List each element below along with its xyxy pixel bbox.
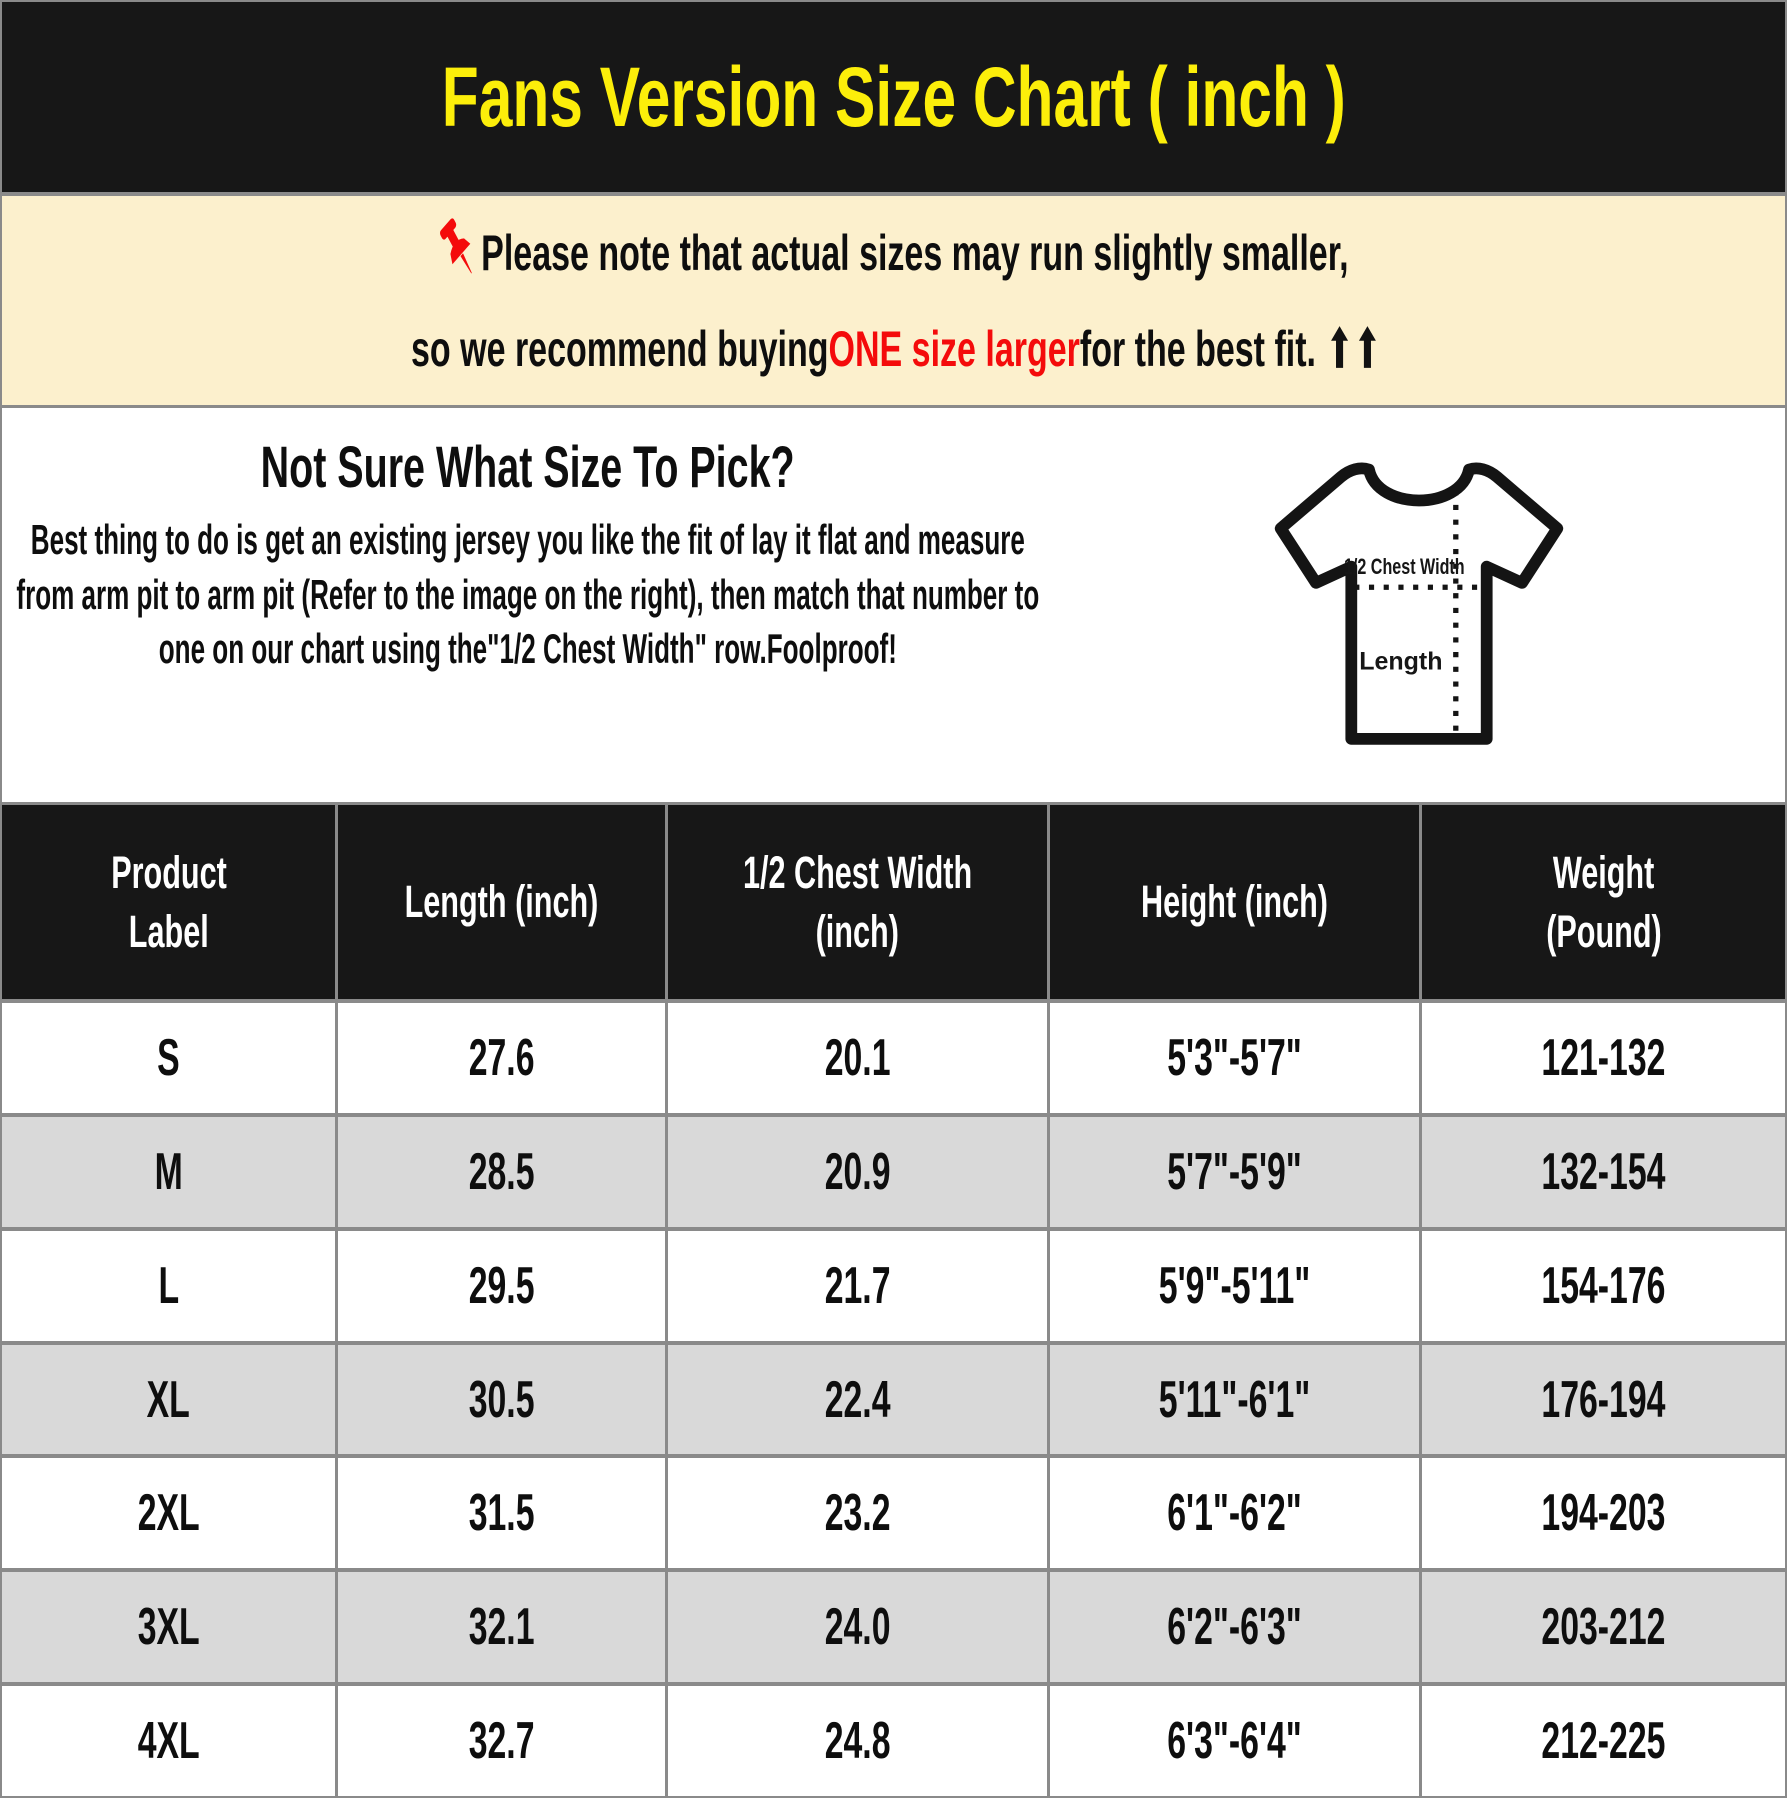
- weight-cell: 121-132: [1419, 1003, 1785, 1113]
- height-cell: 6'2"-6'3": [1046, 1572, 1420, 1683]
- header-cell-length: Length (inch): [335, 805, 665, 999]
- length-label: Length: [1360, 648, 1443, 676]
- table-row-xl: XL 30.5 22.4 5'11"-6'1" 176-194: [2, 1340, 1785, 1455]
- table-row-s: S 27.6 20.1 5'3"-5'7" 121-132: [2, 999, 1785, 1113]
- weight-cell: 203-212: [1419, 1572, 1785, 1683]
- chest-width-cell: 21.7: [665, 1230, 1047, 1341]
- header-cell-weight: Weight (Pound): [1419, 805, 1785, 999]
- weight-cell: 132-154: [1419, 1116, 1785, 1227]
- table-row-2xl: 2XL 31.5 23.2 6'1"-6'2" 194-203: [2, 1454, 1785, 1569]
- up-arrow-icon: [1358, 325, 1376, 368]
- note-text-1: Please note that actual sizes may run sl…: [480, 224, 1349, 281]
- chest-width-cell: 20.9: [665, 1116, 1047, 1227]
- weight-cell: 212-225: [1419, 1686, 1785, 1796]
- size-guide-heading: Not Sure What Size To Pick?: [260, 435, 795, 500]
- header-cell-chest-width: 1/2 Chest Width (inch): [665, 805, 1047, 999]
- header-cell-product-label: Product Label: [110, 846, 227, 957]
- header-banner: Fans Version Size Chart ( inch ): [2, 2, 1785, 196]
- table-row-m: M 28.5 20.9 5'7"-5'9" 132-154: [2, 1112, 1785, 1227]
- height-cell: 5'11"-6'1": [1046, 1344, 1420, 1455]
- chest-width-label: 1/2 Chest Width: [1344, 554, 1465, 579]
- note-highlight: ONE size larger: [828, 320, 1080, 377]
- weight-cell: 194-203: [1419, 1458, 1785, 1569]
- note-line-1: Please note that actual sizes may run sl…: [439, 217, 1349, 282]
- size-guide-section: Not Sure What Size To Pick? Best thing t…: [2, 408, 1785, 805]
- weight-cell: 154-176: [1419, 1230, 1785, 1341]
- weight-cell: 176-194: [1419, 1344, 1785, 1455]
- height-cell: 6'3"-6'4": [1046, 1686, 1420, 1796]
- note-banner: Please note that actual sizes may run sl…: [2, 196, 1785, 408]
- chest-width-cell: 24.8: [665, 1686, 1047, 1796]
- chest-width-cell: 24.0: [665, 1572, 1047, 1683]
- height-cell: 5'3"-5'7": [1046, 1003, 1420, 1113]
- length-cell: 27.6: [335, 1003, 665, 1113]
- length-cell: 28.5: [335, 1116, 665, 1227]
- pushpin-icon: [439, 217, 472, 273]
- note-text-2-prefix: so we recommend buying: [411, 320, 829, 377]
- up-arrow-icon: [1331, 325, 1349, 368]
- size-label-cell: 3XL: [137, 1598, 200, 1657]
- chest-width-cell: 23.2: [665, 1458, 1047, 1569]
- page-title: Fans Version Size Chart ( inch ): [441, 49, 1346, 144]
- size-table: Product Label Length (inch) 1/2 Chest Wi…: [2, 805, 1785, 1796]
- size-label-cell: 4XL: [137, 1712, 200, 1771]
- note-text-2-suffix: for the best fit.: [1079, 320, 1317, 377]
- size-guide-body: Best thing to do is get an existing jers…: [16, 516, 1040, 673]
- length-cell: 30.5: [335, 1344, 665, 1455]
- note-line-2: so we recommend buying ONE size larger f…: [411, 320, 1376, 378]
- height-cell: 6'1"-6'2": [1046, 1458, 1420, 1569]
- size-label-cell: XL: [147, 1370, 191, 1429]
- length-cell: 31.5: [335, 1458, 665, 1569]
- length-cell: 29.5: [335, 1230, 665, 1341]
- chest-width-cell: 22.4: [665, 1344, 1047, 1455]
- table-row-3xl: 3XL 32.1 24.0 6'2"-6'3" 203-212: [2, 1568, 1785, 1683]
- size-label-cell: 2XL: [137, 1484, 200, 1543]
- size-label-cell: S: [157, 1028, 180, 1087]
- chest-width-cell: 20.1: [665, 1003, 1047, 1113]
- size-label-cell: L: [158, 1256, 180, 1315]
- height-cell: 5'7"-5'9": [1046, 1116, 1420, 1227]
- size-guide-text-column: Not Sure What Size To Pick? Best thing t…: [2, 408, 1054, 802]
- table-row-4xl: 4XL 32.7 24.8 6'3"-6'4" 212-225: [2, 1682, 1785, 1796]
- size-guide-diagram-column: 1/2 Chest Width Length: [1054, 408, 1785, 802]
- table-row-l: L 29.5 21.7 5'9"-5'11" 154-176: [2, 1226, 1785, 1341]
- tshirt-diagram: 1/2 Chest Width Length: [1275, 462, 1564, 745]
- length-cell: 32.1: [335, 1572, 665, 1683]
- length-cell: 32.7: [335, 1686, 665, 1796]
- height-cell: 5'9"-5'11": [1046, 1230, 1420, 1341]
- table-body: S 27.6 20.1 5'3"-5'7" 121-132 M 28.5 20.…: [2, 999, 1785, 1796]
- header-cell-height: Height (inch): [1046, 805, 1420, 999]
- size-label-cell: M: [154, 1142, 183, 1201]
- table-header-row: Product Label Length (inch) 1/2 Chest Wi…: [2, 805, 1785, 999]
